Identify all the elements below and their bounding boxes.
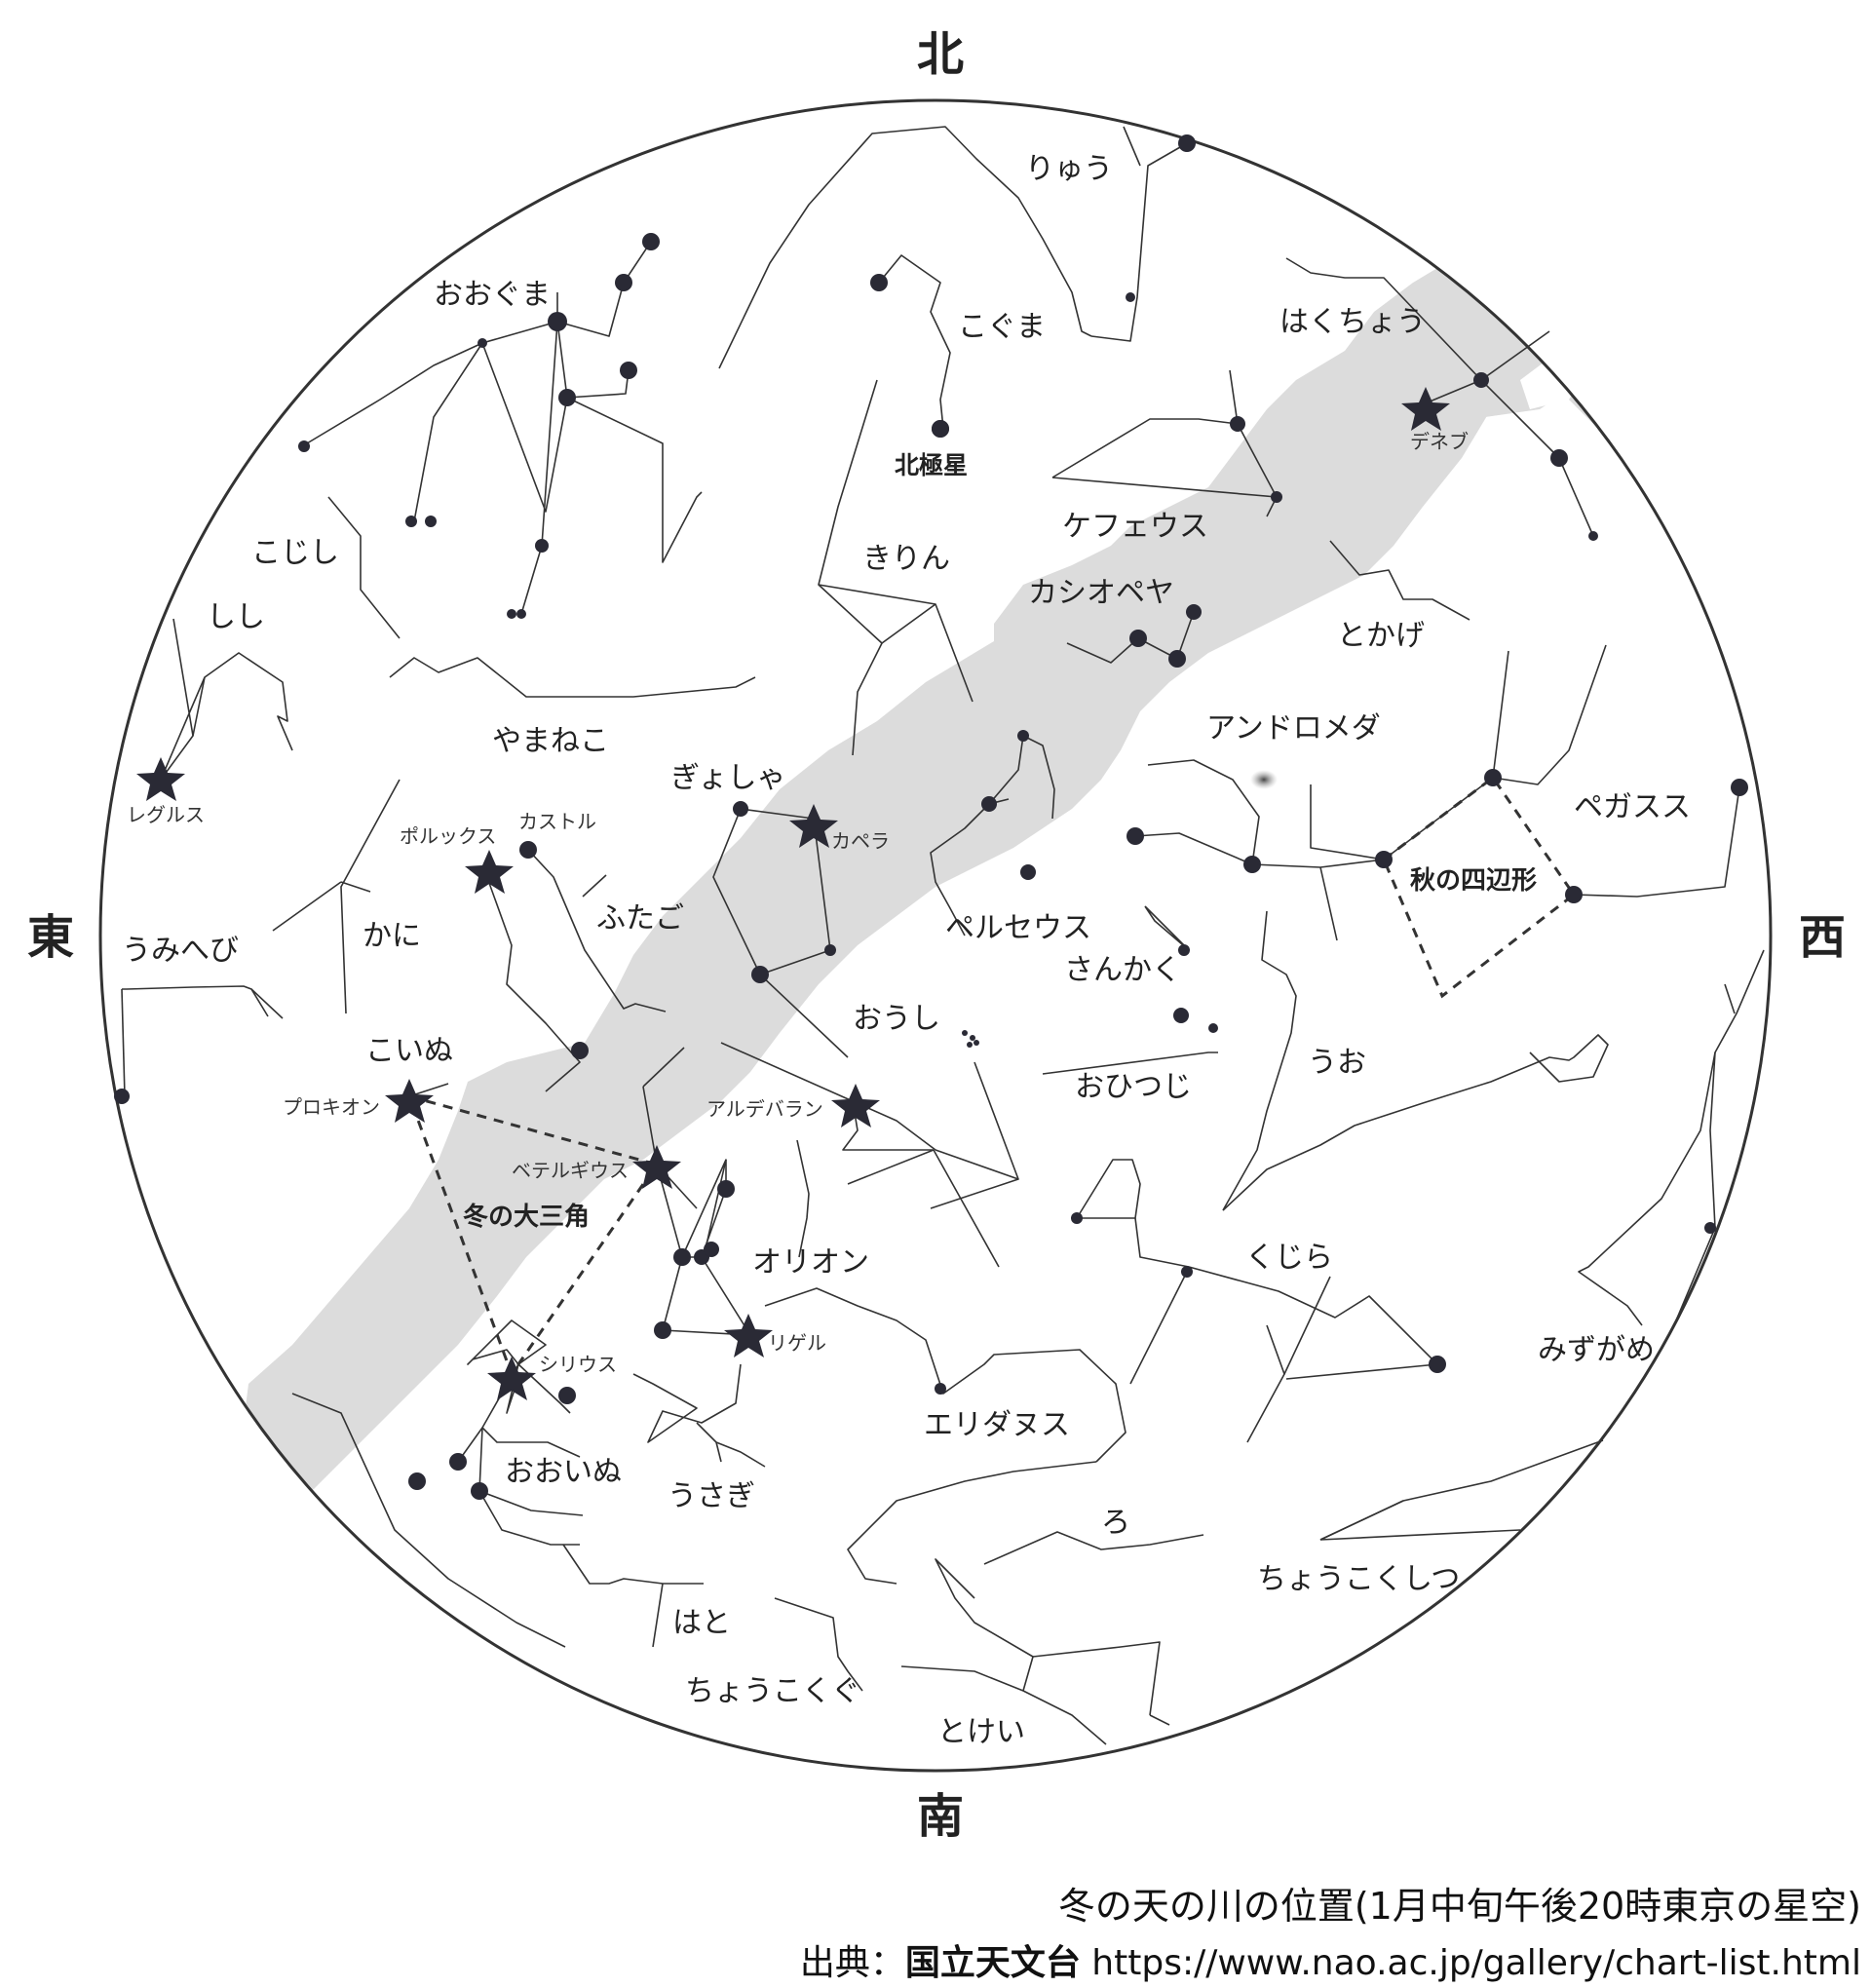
label-lynx: やまねこ <box>492 724 609 758</box>
pollux-star-marker <box>465 850 514 894</box>
label-procyon: プロキオン <box>283 1095 380 1119</box>
label-taurus: おうし <box>853 1002 940 1036</box>
label-pollux: ポルックス <box>400 824 496 848</box>
label-cygnus: はくちょう <box>1279 305 1426 339</box>
label-pisces: うお <box>1308 1046 1366 1080</box>
direction-north: 北 <box>917 27 964 82</box>
label-canis-major: おおいぬ <box>505 1455 622 1489</box>
label-eridanus: エリダヌス <box>924 1408 1070 1442</box>
label-gemini: ふたご <box>596 901 684 936</box>
constellation-labels: りゅう おおぐま こぐま はくちょう ケフェウス こじし きりん カシオペヤ と… <box>122 152 1691 1749</box>
label-capella: カペラ <box>831 829 890 853</box>
label-lepus: うさぎ <box>668 1479 755 1513</box>
source-credit: 出典：国立天文台 https://www.nao.ac.jp/gallery/c… <box>800 1934 1861 1985</box>
label-caelum: ちょうこくぐ <box>685 1674 860 1708</box>
autumn-square-lines <box>1382 775 1577 999</box>
label-pegasus: ペガスス <box>1574 790 1691 824</box>
chart-caption: 冬の天の川の位置(1月中旬午後20時東京の星空) <box>1057 1885 1861 1928</box>
direction-east: 東 <box>27 910 74 965</box>
procyon-star-marker <box>385 1079 434 1123</box>
label-cetus: くじら <box>1245 1241 1333 1275</box>
andromeda-galaxy-mark <box>1250 770 1278 789</box>
label-cepheus: ケフェウス <box>1062 510 1208 544</box>
label-perseus: ペルセウス <box>945 911 1091 945</box>
label-autumn-square: 秋の四辺形 <box>1410 866 1537 896</box>
label-aquarius: みずがめ <box>1538 1333 1655 1367</box>
source-organization: 国立天文台 <box>904 1943 1081 1983</box>
constellation-lines <box>121 126 1765 1745</box>
label-sculptor: ちょうこくしつ <box>1257 1562 1460 1596</box>
betelgeuse-star-marker <box>632 1145 681 1189</box>
regulus-star-marker <box>136 757 185 801</box>
polaris-star-marker <box>932 420 949 438</box>
label-winter-triangle: 冬の大三角 <box>463 1202 590 1232</box>
label-columba: はと <box>672 1606 731 1640</box>
label-triangulum: さんかく <box>1064 953 1181 987</box>
label-aries: おひつじ <box>1075 1070 1192 1104</box>
label-camelopardalis: きりん <box>862 542 950 576</box>
aldebaran-star-marker <box>831 1084 880 1128</box>
label-cancer: かに <box>363 919 421 953</box>
bright-star-markers <box>136 387 1450 1400</box>
label-canis-minor: こいぬ <box>365 1034 453 1068</box>
direction-west: 西 <box>1799 910 1846 965</box>
label-hydra: うみへび <box>122 934 239 968</box>
label-deneb: デネブ <box>1410 430 1469 453</box>
source-prefix: 出典： <box>799 1943 905 1983</box>
rigel-star-marker <box>724 1314 773 1357</box>
label-regulus: レグルス <box>127 803 205 826</box>
capella-star-marker <box>789 804 838 848</box>
label-andromeda: アンドロメダ <box>1206 711 1381 746</box>
horizon-circle <box>98 98 1773 1773</box>
label-lacerta: とかげ <box>1337 619 1425 653</box>
source-url[interactable]: https://www.nao.ac.jp/gallery/chart-list… <box>1091 1943 1861 1983</box>
label-betelgeuse: ベテルギウス <box>512 1159 629 1182</box>
label-leo-minor: こじし <box>251 536 339 570</box>
label-leo: しし <box>207 600 265 634</box>
star-labels: 北極星 デネブ レグルス ポルックス カストル カペラ アルデバラン プロキオン… <box>127 430 1469 1376</box>
deneb-star-marker <box>1401 387 1450 431</box>
star-chart: 北 南 東 西 りゅう おおぐま こぐま はくちょう ケフェウス こじし きりん… <box>27 27 1846 1844</box>
winter-triangle-lines <box>406 1093 660 1378</box>
label-polaris: 北極星 <box>895 451 968 479</box>
label-orion: オリオン <box>752 1245 869 1280</box>
label-rigel: リゲル <box>768 1331 826 1355</box>
label-auriga: ぎょしゃ <box>670 761 786 795</box>
label-horologium: とけい <box>937 1715 1025 1749</box>
sirius-star-marker <box>487 1357 536 1400</box>
label-aldebaran: アルデバラン <box>706 1097 823 1121</box>
label-sirius: シリウス <box>539 1353 617 1376</box>
label-cassiopeia: カシオペヤ <box>1028 576 1174 610</box>
star-dots <box>114 134 1748 1500</box>
label-fornax: ろ <box>1101 1506 1130 1540</box>
label-castor: カストル <box>518 810 596 833</box>
label-draco: りゅう <box>1025 152 1113 186</box>
asterism-lines <box>406 775 1577 1378</box>
direction-south: 南 <box>917 1789 964 1844</box>
label-ursa-minor: こぐま <box>958 310 1046 344</box>
label-ursa-major: おおぐま <box>434 278 551 312</box>
